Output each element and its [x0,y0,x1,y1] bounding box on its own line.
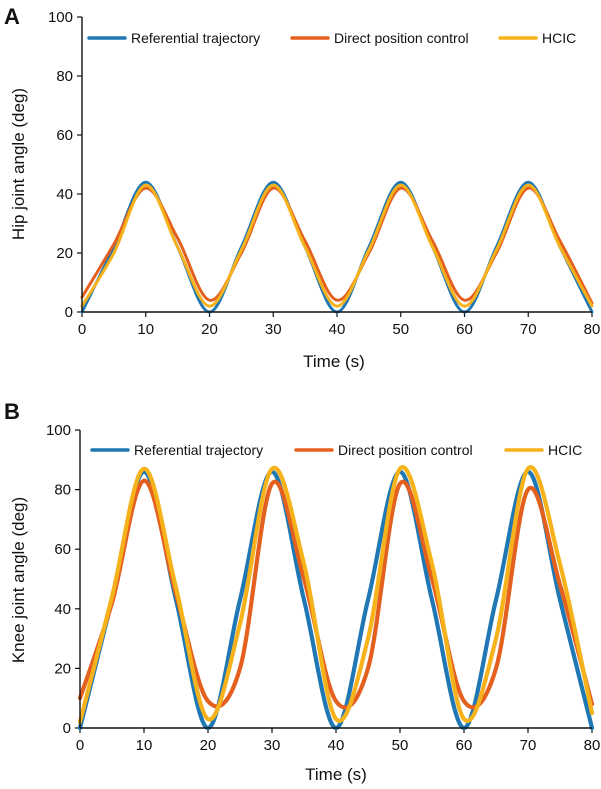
y-tick-label-a-2: 40 [56,186,73,203]
panel-letter-b: B [4,399,20,424]
legend-b: Referential trajectory Direct position c… [90,442,582,458]
y-tick-label-b-2: 40 [54,601,71,618]
series-group-a [80,180,594,314]
y-tick-label-b-5: 100 [46,422,71,439]
y-tick-label-a-1: 20 [56,245,73,262]
x-tick-label-a-5: 50 [392,321,409,338]
series-line-b-2 [77,465,595,725]
legend-label-b-2: HCIC [548,442,582,458]
legend-label-a-1: Direct position control [334,30,469,46]
legend-label-b-1: Direct position control [338,442,473,458]
x-tick-label-a-8: 80 [584,321,601,338]
x-tick-label-b-5: 50 [392,737,409,754]
y-tick-label-a-5: 100 [48,9,73,26]
x-tick-label-a-4: 40 [329,321,346,338]
x-tick-label-b-2: 20 [200,737,217,754]
x-tick-label-b-0: 0 [76,737,84,754]
legend-label-a-0: Referential trajectory [131,30,260,46]
x-tick-label-b-8: 80 [584,737,601,754]
y-tick-label-b-1: 20 [54,660,71,677]
x-tick-label-a-2: 20 [201,321,218,338]
x-tick-label-b-4: 40 [328,737,345,754]
y-axis-title-b: Knee joint angle (deg) [9,497,28,663]
ticks-a: 0 10 20 30 40 50 60 70 80 0 20 40 60 80 100 [48,9,600,338]
series-group-b [77,465,595,731]
y-tick-label-a-4: 80 [56,68,73,85]
y-tick-label-a-0: 0 [65,304,73,321]
x-axis-title-a: Time (s) [303,352,365,371]
panel-letter-a: A [4,4,20,29]
y-tick-label-b-4: 80 [54,482,71,499]
x-tick-label-b-3: 30 [264,737,281,754]
legend-label-b-0: Referential trajectory [134,442,263,458]
y-axis-title-a: Hip joint angle (deg) [9,88,28,240]
panel-b: B 0 10 20 30 40 50 60 70 80 0 20 40 60 80 100 Time (s)… [4,399,600,784]
x-tick-label-b-1: 10 [136,737,153,754]
x-axis-title-b: Time (s) [305,765,367,784]
x-tick-label-a-6: 60 [456,321,473,338]
series-line-a-2 [80,183,594,308]
y-tick-label-b-0: 0 [63,720,71,737]
x-tick-label-b-6: 60 [456,737,473,754]
y-tick-label-b-3: 60 [54,541,71,558]
y-tick-label-a-3: 60 [56,127,73,144]
panel-a: A 0 10 20 30 40 50 60 70 80 0 20 40 60 80 100 Time (s)… [4,4,600,371]
x-tick-label-a-3: 30 [265,321,282,338]
legend-label-a-2: HCIC [542,30,576,46]
x-tick-label-a-1: 10 [137,321,154,338]
ticks-b: 0 10 20 30 40 50 60 70 80 0 20 40 60 80 100 [46,422,600,754]
x-tick-label-b-7: 70 [520,737,537,754]
legend-a: Referential trajectory Direct position c… [87,30,576,46]
x-tick-label-a-7: 70 [520,321,537,338]
x-tick-label-a-0: 0 [78,321,86,338]
